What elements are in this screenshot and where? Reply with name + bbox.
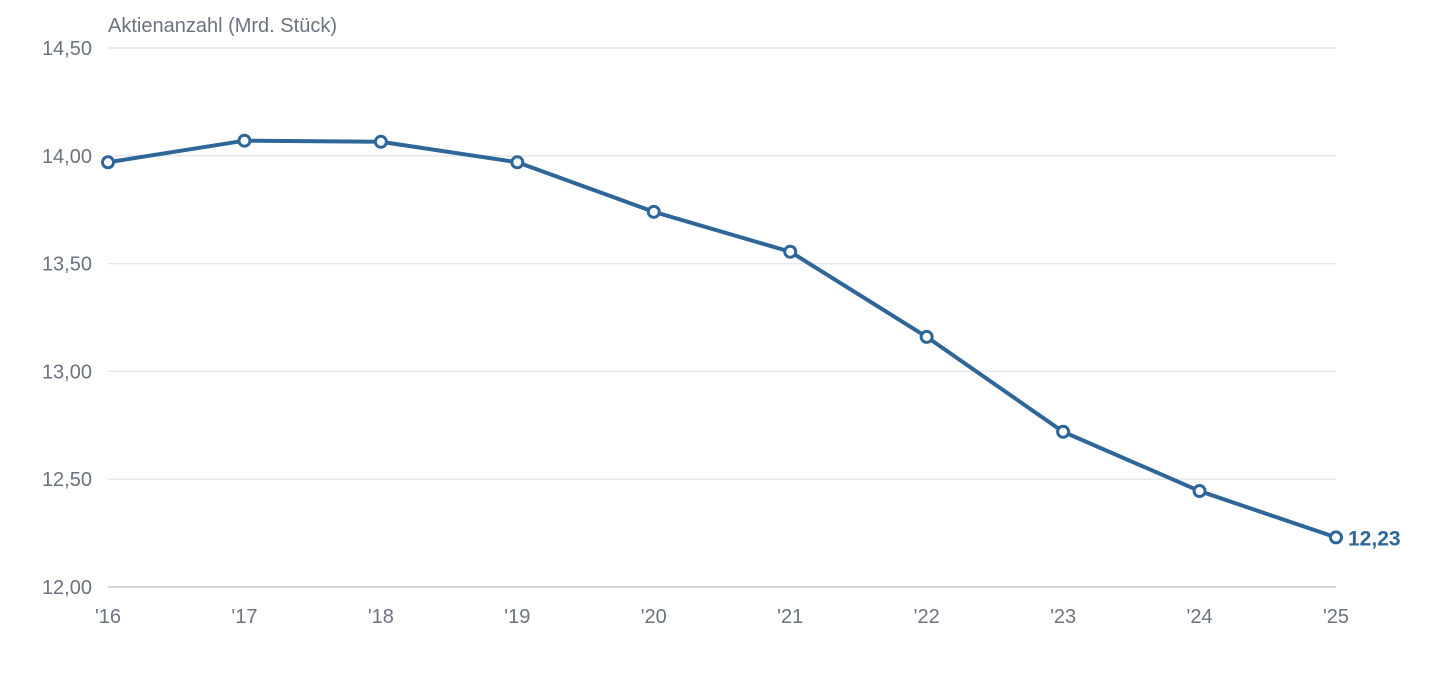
end-value-label: 12,23 <box>1348 527 1401 550</box>
x-tick-label: '24 <box>1187 606 1213 628</box>
x-tick-label: '21 <box>777 606 803 628</box>
x-tick-label: '16 <box>95 606 121 628</box>
x-tick-label: '25 <box>1323 606 1349 628</box>
gridlines <box>108 47 1336 588</box>
data-point <box>783 244 798 259</box>
y-tick-label: 14,00 <box>42 146 92 168</box>
data-point <box>919 329 934 344</box>
x-tick-labels: '16 '17 '18 '19 '20 '21 '22 '23 '24 '25 <box>95 606 1349 628</box>
data-points <box>101 133 1343 545</box>
data-point <box>510 155 525 170</box>
x-tick-label: '19 <box>504 606 530 628</box>
y-tick-labels: 14,50 14,00 13,50 13,00 12,50 12,00 <box>42 38 92 599</box>
series-line <box>106 138 1338 540</box>
data-point <box>237 133 252 148</box>
y-tick-label: 12,50 <box>42 469 92 491</box>
y-tick-label: 14,50 <box>42 38 92 60</box>
y-tick-label: 13,50 <box>42 254 92 276</box>
x-tick-label: '23 <box>1050 606 1076 628</box>
data-point <box>646 204 661 219</box>
y-axis-label: Aktienanzahl (Mrd. Stück) <box>108 15 337 37</box>
x-tick-label: '18 <box>368 606 394 628</box>
data-point <box>1056 424 1071 439</box>
data-point <box>1192 484 1207 499</box>
y-tick-label: 12,00 <box>42 577 92 599</box>
x-tick-label: '20 <box>641 606 667 628</box>
x-tick-label: '17 <box>231 606 257 628</box>
data-point <box>373 134 388 149</box>
x-tick-label: '22 <box>914 606 940 628</box>
y-tick-label: 13,00 <box>42 361 92 383</box>
data-point <box>1329 530 1343 545</box>
data-point <box>101 155 115 170</box>
